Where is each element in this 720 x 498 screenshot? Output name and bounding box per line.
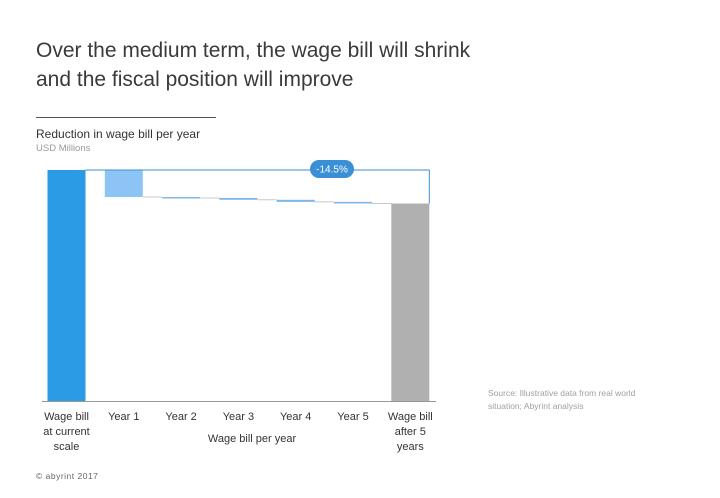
x-tick-label: Wage bill at current scale [43, 411, 89, 453]
title-divider [36, 117, 216, 118]
x-tick-label: Year 3 [223, 411, 254, 423]
chart-title-line-1: Over the medium term, the wage bill will… [36, 39, 471, 62]
chart-title: Over the medium term, the wage bill will… [36, 36, 556, 94]
x-tick-label: Year 2 [165, 411, 196, 423]
decrease-bar [219, 197, 258, 200]
source-note: Source: Illustrative data from real worl… [488, 388, 636, 411]
chart-subtitle: Reduction in wage bill per year [36, 127, 201, 141]
decrease-bar [334, 201, 372, 204]
difference-bracket [85, 169, 430, 204]
x-axis-label: Wage bill per year [208, 433, 297, 445]
footer-copyright: © abyrint 2017 [36, 471, 99, 481]
x-tick-label: Year 4 [280, 411, 311, 423]
decrease-bar [162, 197, 201, 199]
x-tick-label: Year 1 [108, 411, 139, 423]
chart-title-line-2: and the fiscal position will improve [36, 68, 354, 91]
unit-label: USD Millions [36, 143, 91, 154]
x-tick-label: Year 5 [337, 411, 368, 423]
total-bar [47, 170, 86, 401]
change-badge [310, 160, 354, 178]
decrease-bar [276, 199, 315, 202]
change-badge-label: -14.5% [316, 165, 348, 176]
x-tick-label: Wage bill after 5 years [388, 411, 433, 453]
decrease-bar [104, 170, 143, 198]
total-bar [391, 203, 430, 401]
